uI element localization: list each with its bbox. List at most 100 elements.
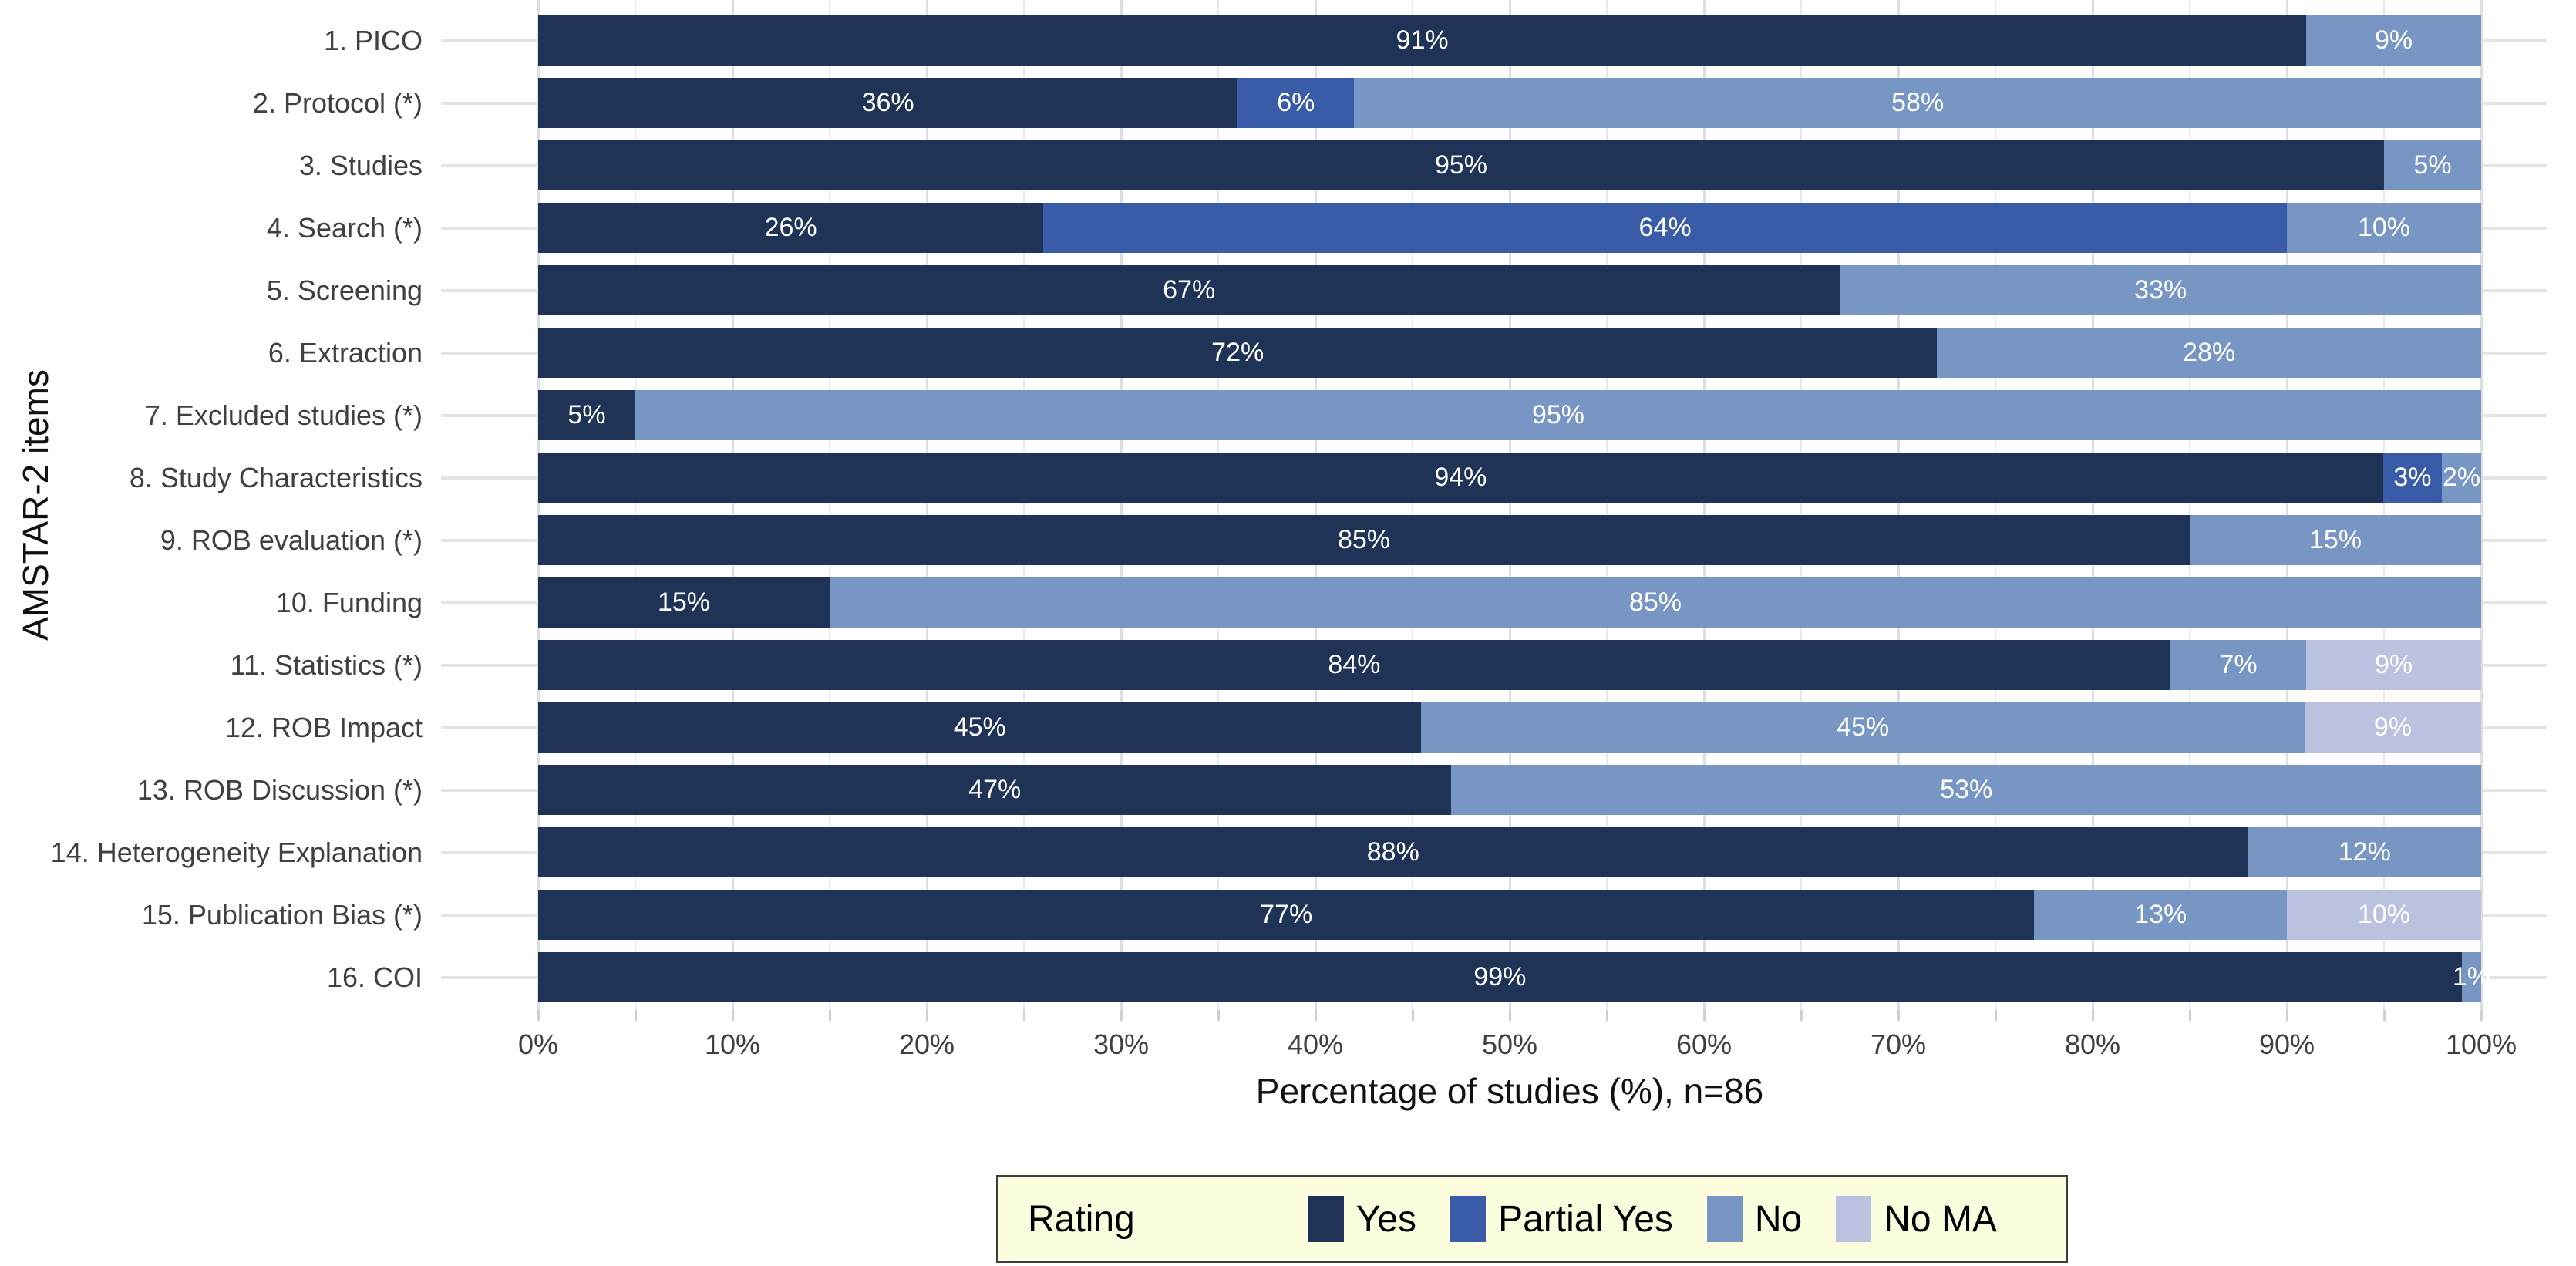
major-gridline: [537, 0, 540, 1010]
y-axis-title: AMSTAR-2 items: [15, 369, 56, 641]
x-axis-tick-label: 30%: [1093, 1029, 1150, 1060]
bar-segment-yes: 91%: [538, 15, 2307, 66]
bar-value-label: 3%: [2393, 463, 2432, 492]
bar-segment-no-ma: 9%: [2304, 702, 2481, 753]
legend-label: Partial Yes: [1498, 1198, 1673, 1240]
x-axis-tick: [1217, 1010, 1220, 1021]
legend-item-no-ma: No MA: [1836, 1196, 1997, 1242]
bar-value-label: 53%: [1940, 775, 1993, 804]
bar-row: 95% 5%: [538, 140, 2481, 190]
bar-row: 72% 28%: [538, 328, 2481, 378]
major-gridline: [1509, 0, 1511, 1010]
bar-value-label: 45%: [1837, 712, 1890, 742]
x-axis-tick: [537, 1010, 540, 1021]
x-axis-tick-label: 70%: [1870, 1029, 1927, 1060]
x-axis-tick: [2189, 1010, 2191, 1021]
x-axis-tick: [1023, 1010, 1025, 1021]
legend-items: Yes Partial Yes No No MA: [1308, 1196, 1997, 1242]
bar-segment-no: 85%: [830, 577, 2481, 628]
y-axis-label: 3. Studies: [298, 150, 423, 181]
bar-value-label: 67%: [1163, 275, 1216, 305]
major-gridline: [1703, 0, 1706, 1010]
bar-value-label: 2%: [2442, 463, 2481, 492]
bar-value-label: 1%: [2452, 962, 2490, 992]
y-axis-label: 12. ROB Impact: [224, 712, 423, 743]
bar-segment-yes: 45%: [538, 702, 1422, 753]
y-axis-labels: 1. PICO 2. Protocol (*) 3. Studies 4. Searc…: [51, 0, 423, 1010]
bar-segment-no: 33%: [1840, 265, 2481, 315]
bar-value-label: 9%: [2375, 25, 2413, 55]
bar-segment-yes: 84%: [538, 640, 2170, 690]
legend-title: Rating: [1028, 1198, 1135, 1240]
major-gridline: [1120, 0, 1123, 1010]
bar-value-label: 95%: [1531, 400, 1585, 429]
bar-row: 67% 33%: [538, 265, 2481, 315]
bar-segment-no-ma: 10%: [2286, 890, 2481, 940]
x-axis-tick-label: 80%: [2064, 1029, 2121, 1060]
bar-row: 15% 85%: [538, 577, 2481, 628]
minor-gridline: [1995, 0, 1996, 1010]
x-axis-tick: [1120, 1010, 1123, 1021]
bar-segment-yes: 88%: [538, 827, 2248, 877]
bar-segment-no: 12%: [2248, 827, 2481, 877]
x-axis-tick-label: 10%: [704, 1029, 761, 1060]
y-axis-label: 4. Search (*): [266, 212, 423, 244]
bar-segment-no: 2%: [2442, 453, 2481, 503]
x-axis-tick: [1800, 1010, 1803, 1021]
bar-value-label: 12%: [2338, 837, 2391, 867]
x-axis-title: Percentage of studies (%), n=86: [1255, 1071, 1764, 1111]
plot-panel: 91% 9% 36% 6% 58% 95% 5% 26% 64% 10% 67% 33% 72% 28% 5…: [441, 0, 2547, 1010]
bar-row: 77% 13% 10%: [538, 890, 2481, 940]
x-axis-tick: [1703, 1010, 1706, 1021]
x-axis-tick-label: 40%: [1287, 1029, 1344, 1060]
bar-value-label: 9%: [2373, 712, 2413, 742]
bar-value-label: 10%: [2357, 213, 2411, 242]
bar-segment-no: 28%: [1937, 328, 2481, 378]
bar-segment-partial-yes: 6%: [1237, 78, 1355, 128]
bar-value-label: 85%: [1628, 588, 1682, 617]
y-axis-label: 8. Study Characteristics: [129, 462, 423, 493]
major-gridline: [926, 0, 928, 1010]
legend-swatch-yes: [1308, 1196, 1344, 1242]
y-axis-label: 2. Protocol (*): [252, 87, 423, 119]
major-gridline: [2286, 0, 2288, 1010]
y-axis-label: 7. Excluded studies (*): [144, 399, 423, 431]
minor-gridline: [2383, 0, 2385, 1010]
bar-value-label: 15%: [657, 588, 711, 617]
bar-value-label: 26%: [764, 213, 817, 242]
x-axis-tick: [829, 1010, 831, 1021]
x-axis-tick: [1606, 1010, 1608, 1021]
x-axis-tick: [1315, 1010, 1317, 1021]
bar-segment-yes: 47%: [538, 765, 1452, 815]
bar-segment-no: 7%: [2170, 640, 2307, 690]
minor-gridline: [1800, 0, 1802, 1010]
bar-value-label: 94%: [1434, 463, 1487, 492]
y-axis-label: 13. ROB Discussion (*): [136, 774, 423, 806]
bar-segment-yes: 72%: [538, 328, 1938, 378]
bar-row: 47% 53%: [538, 765, 2481, 815]
bar-row: 26% 64% 10%: [538, 203, 2481, 253]
bar-value-label: 45%: [953, 712, 1006, 742]
x-axis-tick: [635, 1010, 637, 1021]
bar-value-label: 85%: [1337, 525, 1391, 554]
minor-gridline: [1412, 0, 1413, 1010]
bar-segment-yes: 95%: [538, 140, 2384, 190]
major-gridline: [732, 0, 734, 1010]
bar-segment-no: 1%: [2453, 952, 2490, 1002]
bar-row: 84% 7% 9%: [538, 640, 2481, 690]
bar-value-label: 64%: [1638, 213, 1692, 242]
bar-value-label: 13%: [2134, 900, 2187, 929]
bar-segment-no: 5%: [2384, 140, 2481, 190]
minor-gridline: [829, 0, 830, 1010]
x-axis-tick: [732, 1010, 734, 1021]
bar-segment-partial-yes: 64%: [1043, 203, 2287, 253]
bar-value-label: 6%: [1277, 88, 1315, 117]
major-gridline: [2480, 0, 2483, 1010]
x-axis-tick: [1995, 1010, 1997, 1021]
bar-value-label: 77%: [1260, 900, 1313, 929]
x-axis-tick: [2092, 1010, 2094, 1021]
bar-value-label: 84%: [1328, 650, 1381, 679]
bar-value-label: 7%: [2219, 650, 2258, 679]
bar-segment-yes: 15%: [538, 577, 830, 628]
